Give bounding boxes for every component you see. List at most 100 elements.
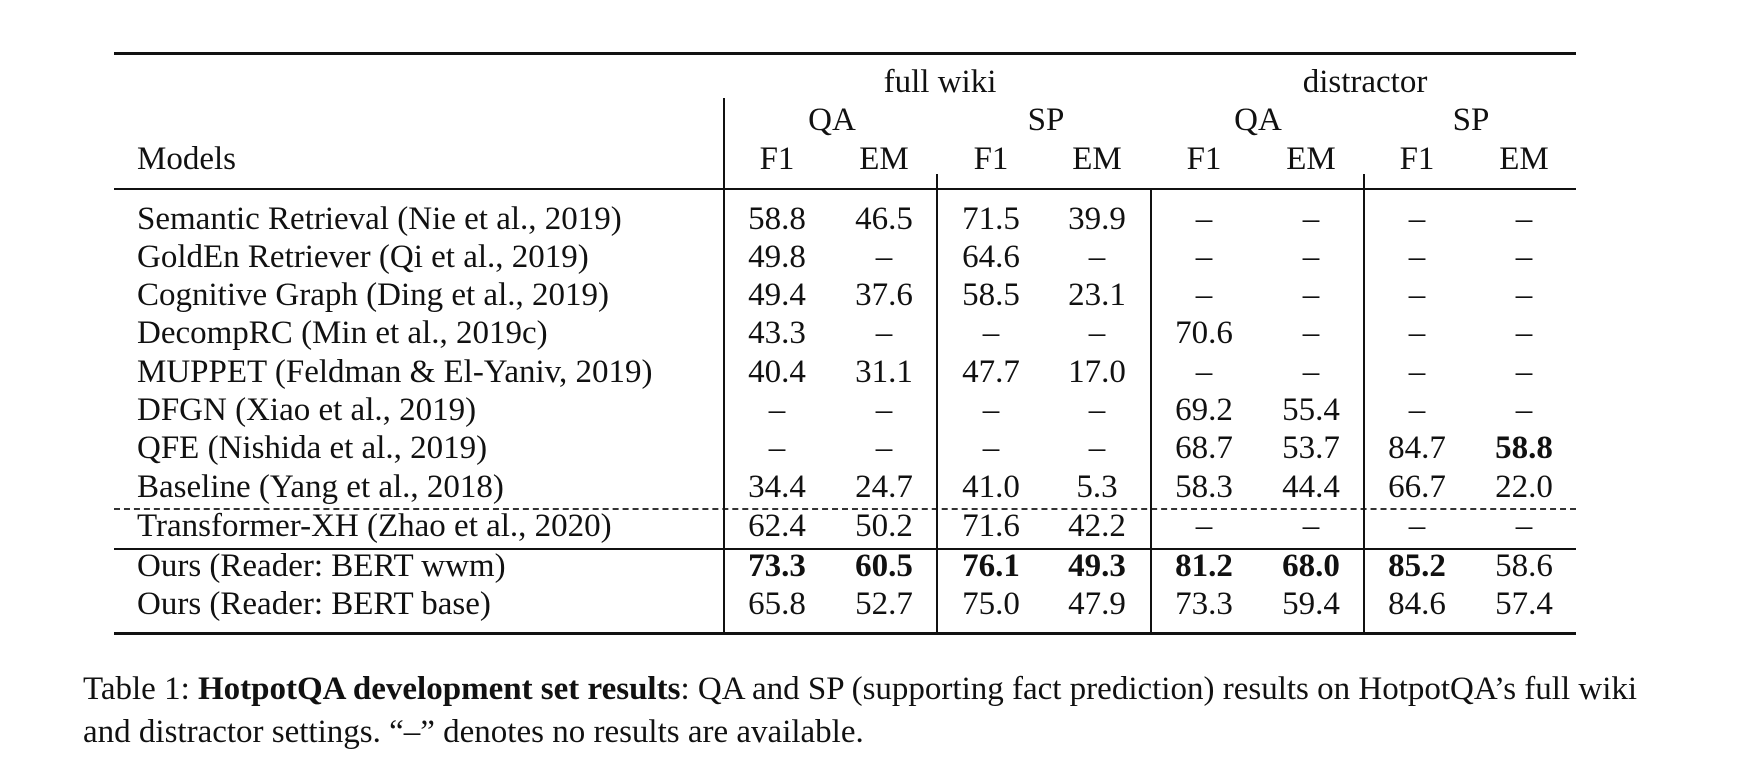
model-name: DecompRC (Min et al., 2019c) (137, 315, 548, 351)
table-cell: 57.4 (1495, 586, 1553, 622)
table-cell: 37.6 (855, 277, 913, 313)
model-name: Semantic Retrieval (Nie et al., 2019) (137, 201, 622, 237)
table-cell: 49.8 (748, 239, 806, 275)
table-cell: 47.7 (962, 354, 1020, 390)
top-rule (114, 52, 1576, 55)
table-cell: – (1302, 277, 1320, 313)
table-cell: 62.4 (748, 508, 806, 544)
bottom-rule (114, 632, 1576, 635)
table-cell: 68.0 (1282, 548, 1340, 584)
table-cell: 17.0 (1068, 354, 1126, 390)
table-cell: – (1408, 392, 1426, 428)
table-cell: – (1195, 508, 1213, 544)
model-name: Ours (Reader: BERT base) (137, 586, 491, 622)
table-cell: 52.7 (855, 586, 913, 622)
task-header-sp: SP (1452, 102, 1490, 138)
table-cell: 55.4 (1282, 392, 1340, 428)
table-cell: 64.6 (962, 239, 1020, 275)
table-cell: – (1302, 315, 1320, 351)
table-cell: 44.4 (1282, 469, 1340, 505)
ours-rule (114, 548, 1576, 550)
table-cell: 58.5 (962, 277, 1020, 313)
caption-prefix: Table 1: (83, 671, 198, 707)
metric-header: EM (1499, 141, 1549, 177)
table-cell: 49.3 (1068, 548, 1126, 584)
table-cell: – (1195, 239, 1213, 275)
task-header-sp: SP (1027, 102, 1065, 138)
table-cell: – (1515, 201, 1533, 237)
table-cell: – (1088, 315, 1106, 351)
table-cell: 43.3 (748, 315, 806, 351)
table-cell: – (1408, 201, 1426, 237)
table-cell: 22.0 (1495, 469, 1553, 505)
table-cell: – (1302, 201, 1320, 237)
table-cell: – (1302, 239, 1320, 275)
table-cell: – (1408, 277, 1426, 313)
table-cell: – (982, 392, 1000, 428)
metric-header: F1 (973, 141, 1009, 177)
table-cell: 58.8 (1495, 430, 1553, 466)
metric-header: F1 (1186, 141, 1222, 177)
table-cell: 53.7 (1282, 430, 1340, 466)
table-cell: 59.4 (1282, 586, 1340, 622)
model-name: DFGN (Xiao et al., 2019) (137, 392, 477, 428)
table-cell: – (1408, 315, 1426, 351)
task-header-qa: QA (1234, 102, 1282, 138)
table-cell: – (875, 392, 893, 428)
table-cell: 42.2 (1068, 508, 1126, 544)
caption-text: : QA and SP (supporting fact prediction)… (83, 671, 1638, 750)
distractor-qa-sp-divider (1363, 174, 1365, 634)
table-cell: 66.7 (1388, 469, 1446, 505)
table-cell: 65.8 (748, 586, 806, 622)
dashed-separator (114, 508, 1576, 510)
table-cell: 70.6 (1175, 315, 1233, 351)
table-cell: – (1195, 354, 1213, 390)
metric-header: F1 (1399, 141, 1435, 177)
metric-header: F1 (759, 141, 795, 177)
table-cell: 5.3 (1076, 469, 1118, 505)
table-cell: – (1515, 239, 1533, 275)
table-cell: – (875, 430, 893, 466)
model-name: Transformer-XH (Zhao et al., 2020) (137, 508, 612, 544)
table-cell: – (1515, 354, 1533, 390)
table-cell: – (1408, 508, 1426, 544)
table-cell: – (1088, 392, 1106, 428)
table-cell: 24.7 (855, 469, 913, 505)
header-rule (114, 188, 1576, 190)
table-cell: – (1195, 201, 1213, 237)
table-cell: 39.9 (1068, 201, 1126, 237)
table-cell: 84.7 (1388, 430, 1446, 466)
table-cell: 58.6 (1495, 548, 1553, 584)
table-cell: – (1302, 508, 1320, 544)
table-cell: 81.2 (1175, 548, 1233, 584)
table-cell: 34.4 (748, 469, 806, 505)
table-cell: 71.6 (962, 508, 1020, 544)
model-name: QFE (Nishida et al., 2019) (137, 430, 488, 466)
caption-label: HotpotQA development set results (197, 671, 681, 707)
table-cell: 31.1 (855, 354, 913, 390)
table-cell: – (1515, 508, 1533, 544)
table-cell: – (982, 430, 1000, 466)
model-name: Cognitive Graph (Ding et al., 2019) (137, 277, 609, 313)
table-cell: 40.4 (748, 354, 806, 390)
table-cell: – (1088, 239, 1106, 275)
table-cell: 73.3 (1175, 586, 1233, 622)
table-cell: – (875, 239, 893, 275)
metric-header: EM (1286, 141, 1336, 177)
table-cell: – (1088, 430, 1106, 466)
table-cell: – (1515, 277, 1533, 313)
table-cell: 47.9 (1068, 586, 1126, 622)
table-cell: 75.0 (962, 586, 1020, 622)
table-cell: – (1408, 239, 1426, 275)
table-cell: – (768, 430, 786, 466)
group-header-full-wiki: full wiki (883, 64, 997, 100)
table-cell: – (982, 315, 1000, 351)
table-cell: 71.5 (962, 201, 1020, 237)
table-caption: Table 1: HotpotQA development set result… (83, 668, 1663, 754)
table-cell: 76.1 (962, 548, 1020, 584)
table-cell: 49.4 (748, 277, 806, 313)
fullwiki-qa-sp-divider (936, 174, 938, 634)
table-cell: 58.3 (1175, 469, 1233, 505)
table-cell: 41.0 (962, 469, 1020, 505)
table-cell: – (875, 315, 893, 351)
